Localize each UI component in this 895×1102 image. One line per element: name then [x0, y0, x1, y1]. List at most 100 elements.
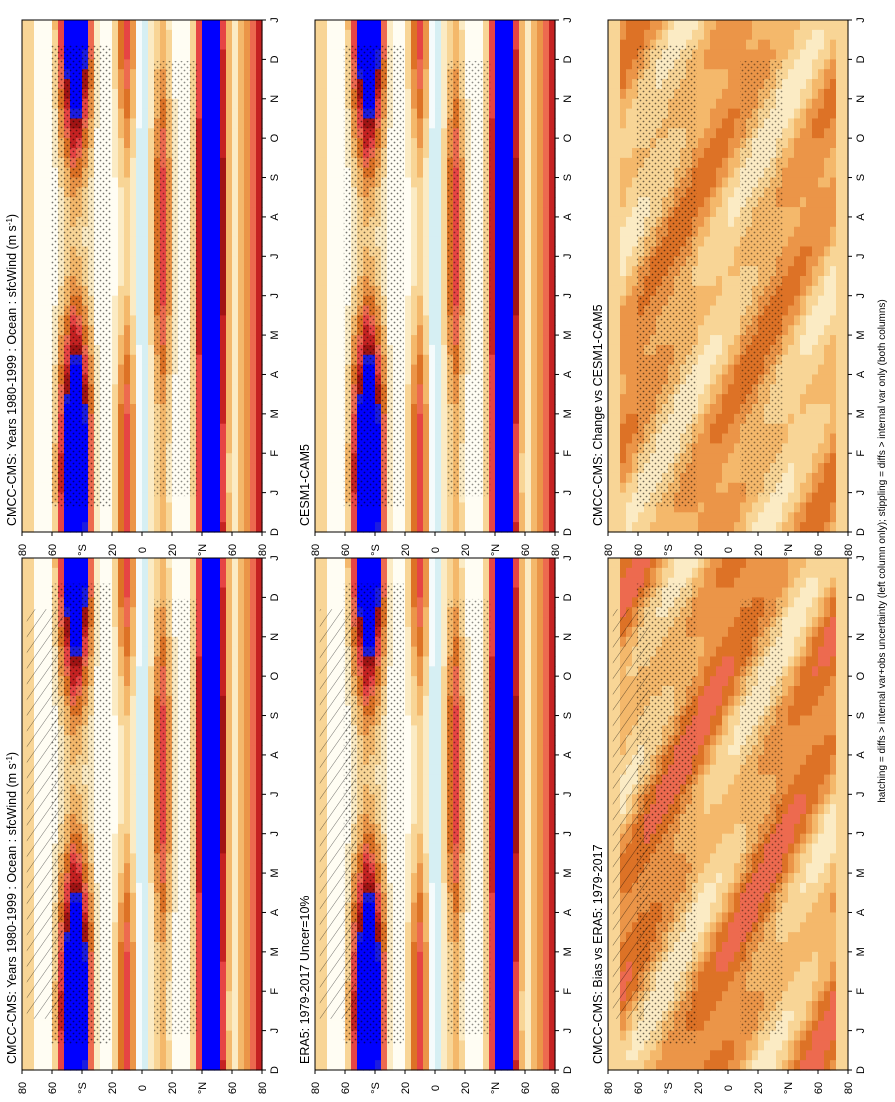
heatmap-cell [190, 1040, 197, 1050]
heatmap-cell [124, 686, 131, 696]
heatmap-cell [22, 558, 29, 568]
heatmap-cell [130, 824, 137, 834]
heatmap-cell [130, 853, 137, 863]
heatmap-cell [142, 696, 149, 706]
heatmap-cell [34, 89, 41, 99]
heatmap-cell [130, 512, 137, 522]
heatmap-cell [220, 384, 227, 394]
heatmap-cell [22, 138, 29, 148]
heatmap-cell [232, 952, 239, 962]
heatmap-cell [244, 962, 251, 972]
heatmap-cell [34, 227, 41, 237]
heatmap-cell [190, 502, 197, 512]
heatmap-cell [220, 128, 227, 138]
heatmap-cell [130, 89, 137, 99]
heatmap-cell [22, 79, 29, 89]
heatmap-cell [244, 434, 251, 444]
heatmap-cell [106, 522, 113, 532]
heatmap-cell [208, 335, 215, 345]
heatmap-cell [214, 355, 221, 365]
heatmap-cell [214, 315, 221, 325]
heatmap-cell [232, 217, 239, 227]
heatmap-cell [70, 512, 77, 522]
heatmap-cell [112, 1031, 119, 1041]
heatmap-cell [136, 365, 143, 375]
heatmap-cell [22, 1060, 29, 1070]
heatmap-cell [118, 696, 125, 706]
heatmap-cell [136, 647, 143, 657]
heatmap-cell [112, 656, 119, 666]
heatmap-cell [130, 20, 137, 30]
heatmap-cell [238, 148, 245, 158]
heatmap-cell [40, 1050, 47, 1060]
heatmap-cell [112, 775, 119, 785]
heatmap-cell [196, 40, 203, 50]
heatmap-cell [124, 394, 131, 404]
heatmap-cell [112, 588, 119, 598]
heatmap-cell [214, 148, 221, 158]
heatmap-cell [226, 306, 233, 316]
heatmap-cell [118, 404, 125, 414]
heatmap-cell [22, 217, 29, 227]
heatmap-cell [208, 246, 215, 256]
heatmap-cell [214, 656, 221, 666]
heatmap-cell [142, 637, 149, 647]
heatmap-cell [238, 217, 245, 227]
heatmap-cell [130, 118, 137, 128]
heatmap-cell [363, 558, 370, 568]
heatmap-cell [118, 493, 125, 503]
heatmap-cell [112, 863, 119, 873]
heatmap-cell [118, 972, 125, 982]
heatmap-cell [28, 374, 35, 384]
heatmap-cell [214, 824, 221, 834]
heatmap-cell [202, 266, 209, 276]
heatmap-cell [202, 158, 209, 168]
heatmap-cell [148, 197, 155, 207]
heatmap-cell [387, 1050, 394, 1060]
heatmap-cell [112, 893, 119, 903]
heatmap-cell [166, 558, 173, 568]
heatmap-cell [202, 345, 209, 355]
heatmap-cell [142, 443, 149, 453]
heatmap-cell [82, 30, 89, 40]
heatmap-cell [112, 922, 119, 932]
heatmap-cell [238, 286, 245, 296]
heatmap-cell [238, 804, 245, 814]
heatmap-cell [232, 893, 239, 903]
heatmap-cell [238, 863, 245, 873]
heatmap-cell [226, 178, 233, 188]
heatmap-cell [250, 735, 257, 745]
heatmap-cell [226, 522, 233, 532]
heatmap-cell [250, 1060, 257, 1070]
heatmap-cell [112, 942, 119, 952]
heatmap-cell [130, 607, 137, 617]
heatmap-cell [118, 512, 125, 522]
heatmap-cell [220, 256, 227, 266]
month-label: A [269, 908, 281, 916]
heatmap-cell [130, 804, 137, 814]
heatmap-cell [220, 286, 227, 296]
heatmap-cell [34, 237, 41, 247]
heatmap-cell [130, 40, 137, 50]
heatmap-cell [238, 355, 245, 365]
heatmap-cell [142, 30, 149, 40]
heatmap-cell [208, 814, 215, 824]
heatmap-cell [148, 784, 155, 794]
heatmap-cell [220, 814, 227, 824]
heatmap-cell [220, 158, 227, 168]
heatmap-cell [58, 568, 65, 578]
heatmap-cell [112, 1011, 119, 1021]
heatmap-cell [208, 453, 215, 463]
heatmap-cell [220, 246, 227, 256]
heatmap-cell [148, 922, 155, 932]
heatmap-cell [226, 775, 233, 785]
heatmap-cell [22, 493, 29, 503]
heatmap-cell [28, 394, 35, 404]
heatmap-cell [124, 1031, 131, 1041]
heatmap-cell [28, 286, 35, 296]
heatmap-cell [244, 50, 251, 60]
heatmap-cell [238, 89, 245, 99]
heatmap-cell [142, 384, 149, 394]
heatmap-cell [226, 755, 233, 765]
heatmap-cell [315, 1050, 322, 1060]
